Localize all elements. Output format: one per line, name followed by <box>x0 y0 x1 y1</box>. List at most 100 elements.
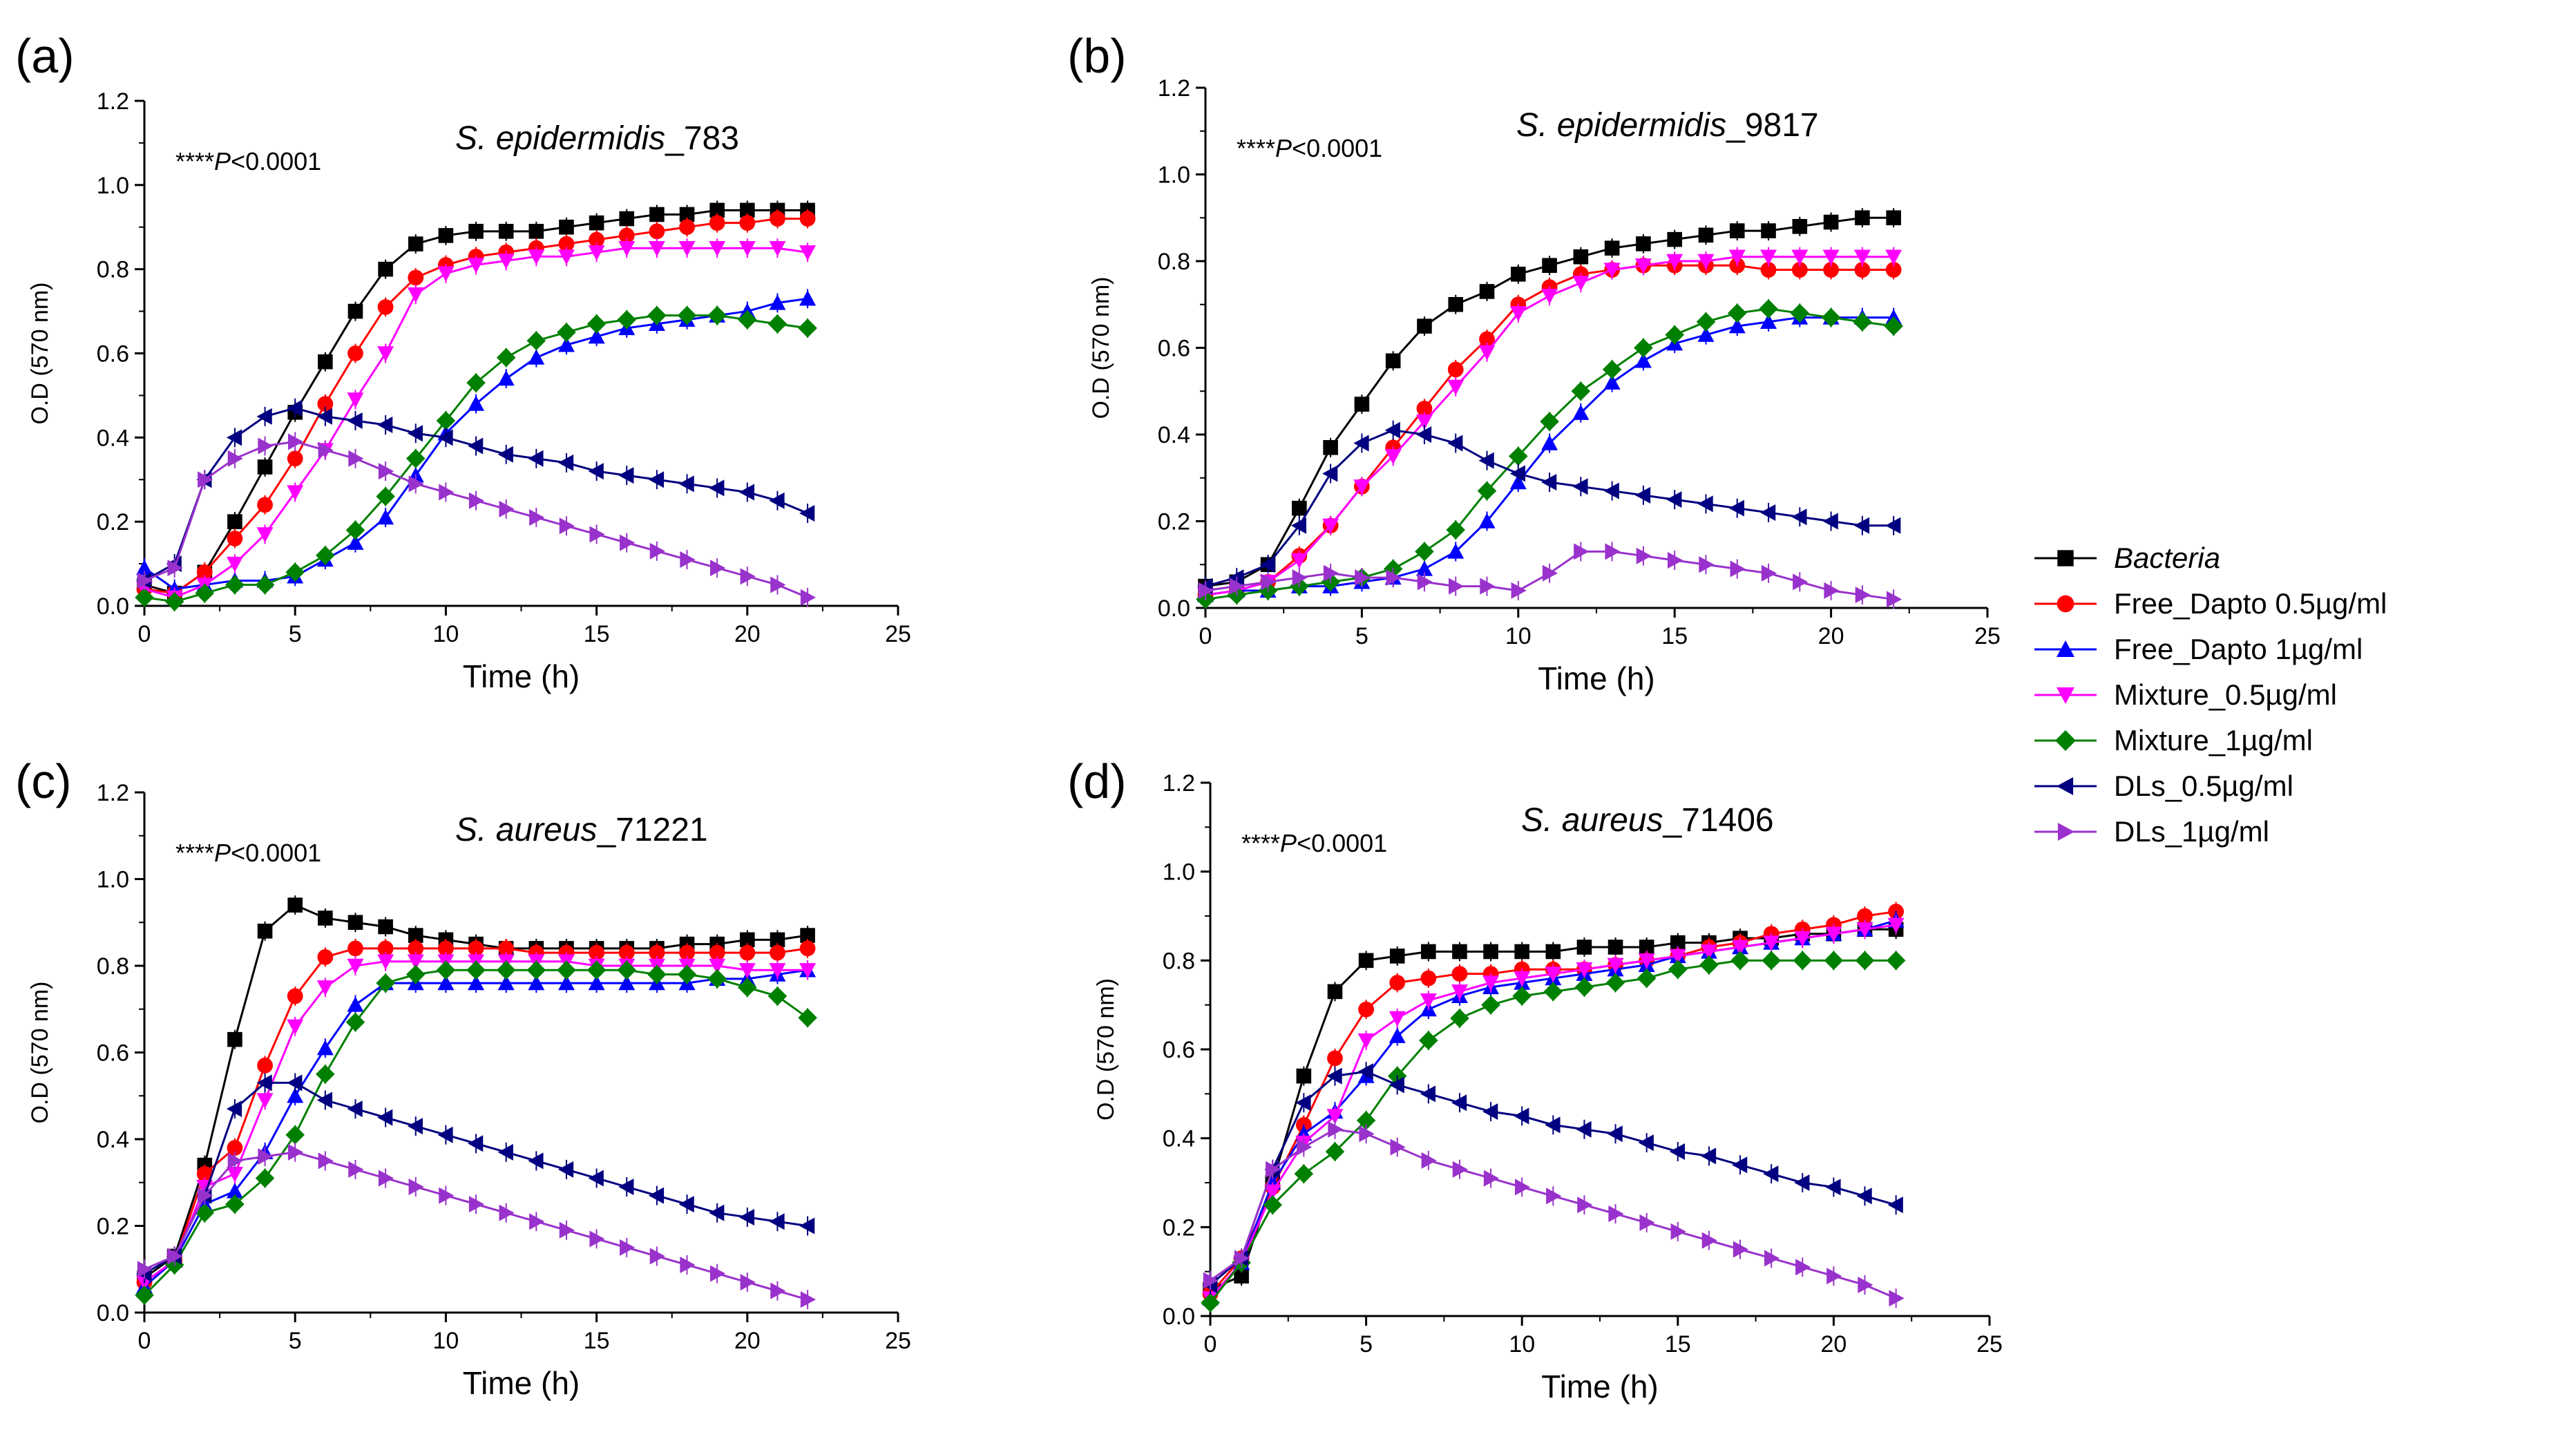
data-point <box>347 412 363 429</box>
data-point <box>1855 210 1870 226</box>
data-point <box>1326 1067 1342 1085</box>
y-tick-label: 0.0 <box>97 593 129 620</box>
data-point <box>1415 414 1433 430</box>
data-point <box>709 241 726 257</box>
y-tick-label: 1.0 <box>97 867 129 893</box>
data-point <box>770 932 785 948</box>
data-point <box>679 219 695 236</box>
data-point <box>348 450 364 467</box>
x-tick-label: 5 <box>1359 1331 1373 1357</box>
stat-stars: **** <box>1237 134 1275 162</box>
y-tick-label: 0.2 <box>97 1214 129 1240</box>
data-point <box>1448 296 1464 312</box>
data-point <box>1326 1109 1344 1125</box>
data-point <box>769 963 786 979</box>
data-point <box>1447 435 1463 452</box>
data-point <box>256 1074 272 1092</box>
data-point <box>1296 1068 1312 1084</box>
data-point <box>649 1248 665 1265</box>
x-tick-label: 5 <box>289 1328 302 1354</box>
data-point <box>1357 1033 1375 1049</box>
data-point <box>1514 1107 1529 1125</box>
data-point <box>318 354 333 370</box>
data-point <box>227 531 243 546</box>
data-point <box>406 964 426 984</box>
strain-title: S. aureus_71406 <box>1521 802 1774 839</box>
data-point <box>618 467 634 484</box>
data-point <box>529 509 545 526</box>
series-mix05 <box>136 238 817 607</box>
legend-item-dls1: DLs_1µg/ml <box>2034 815 2269 848</box>
data-point <box>137 1261 153 1278</box>
legend: Bacteria Free_Dapto 0.5µg/ml Free_Dapto 1µ… <box>2034 542 2387 848</box>
data-point <box>618 1179 634 1196</box>
data-point <box>1856 1188 1872 1205</box>
data-point <box>1357 1063 1373 1080</box>
data-point <box>1764 1250 1780 1267</box>
x-tick-label: 15 <box>1661 623 1688 649</box>
data-point <box>740 568 756 585</box>
data-point <box>589 944 604 961</box>
data-point <box>407 425 423 442</box>
data-point <box>195 583 215 603</box>
series-line <box>144 969 808 1288</box>
data-point <box>589 1230 605 1248</box>
y-tick-label: 0.8 <box>1163 948 1195 974</box>
legend-item-free05: Free_Dapto 0.5µg/ml <box>2034 587 2387 620</box>
data-point <box>1322 465 1338 482</box>
stat-annotation: ****P<0.0001 <box>1241 829 1387 857</box>
series-dls1 <box>137 1142 817 1310</box>
data-point <box>497 446 513 463</box>
stat-annotation: ****P<0.0001 <box>175 839 321 867</box>
legend-marker <box>2057 687 2074 704</box>
data-point <box>1638 1134 1654 1152</box>
data-point <box>1728 499 1744 517</box>
data-point <box>1322 518 1339 534</box>
data-point <box>1697 326 1715 342</box>
data-point <box>226 1100 242 1118</box>
data-point <box>408 269 424 286</box>
y-tick-label: 0.2 <box>1163 1214 1195 1241</box>
data-point <box>1634 352 1652 368</box>
legend-label: DLs_1µg/ml <box>2114 815 2269 848</box>
data-point <box>317 949 334 965</box>
panel-label: (c) <box>15 754 72 808</box>
data-point <box>227 1031 242 1047</box>
data-point <box>1576 1121 1592 1138</box>
data-point <box>255 1168 275 1188</box>
data-point <box>588 463 604 480</box>
data-point <box>437 429 453 446</box>
data-point <box>740 202 755 218</box>
data-point <box>1353 435 1369 452</box>
data-point <box>1670 935 1686 951</box>
series-bacteria <box>1198 208 1901 596</box>
y-tick-label: 0.6 <box>97 1040 129 1067</box>
data-point <box>738 484 754 501</box>
data-point <box>287 1074 303 1092</box>
data-point <box>1577 1197 1593 1214</box>
x-axis-label: Time (h) <box>1541 1369 1659 1404</box>
strain-species: S. epidermidis <box>455 120 665 157</box>
data-point <box>1573 249 1589 265</box>
data-point <box>528 1152 544 1170</box>
data-point <box>767 987 788 1006</box>
data-point <box>225 1194 245 1214</box>
data-point <box>257 459 273 475</box>
data-point <box>1605 543 1621 560</box>
legend-label: Bacteria <box>2114 542 2220 574</box>
data-point <box>1700 944 1717 960</box>
data-point <box>800 928 815 943</box>
data-point <box>1886 210 1901 226</box>
data-point <box>770 1282 786 1299</box>
y-tick-label: 1.2 <box>1158 75 1190 102</box>
data-point <box>617 960 637 980</box>
legend-marker <box>2057 595 2074 613</box>
data-point <box>436 960 456 980</box>
data-point <box>1290 517 1307 534</box>
y-tick-label: 1.0 <box>1163 859 1195 886</box>
data-point <box>287 485 304 501</box>
panel-label: (d) <box>1067 754 1127 808</box>
strain-species: S. aureus <box>455 812 597 848</box>
data-point <box>1696 312 1716 332</box>
